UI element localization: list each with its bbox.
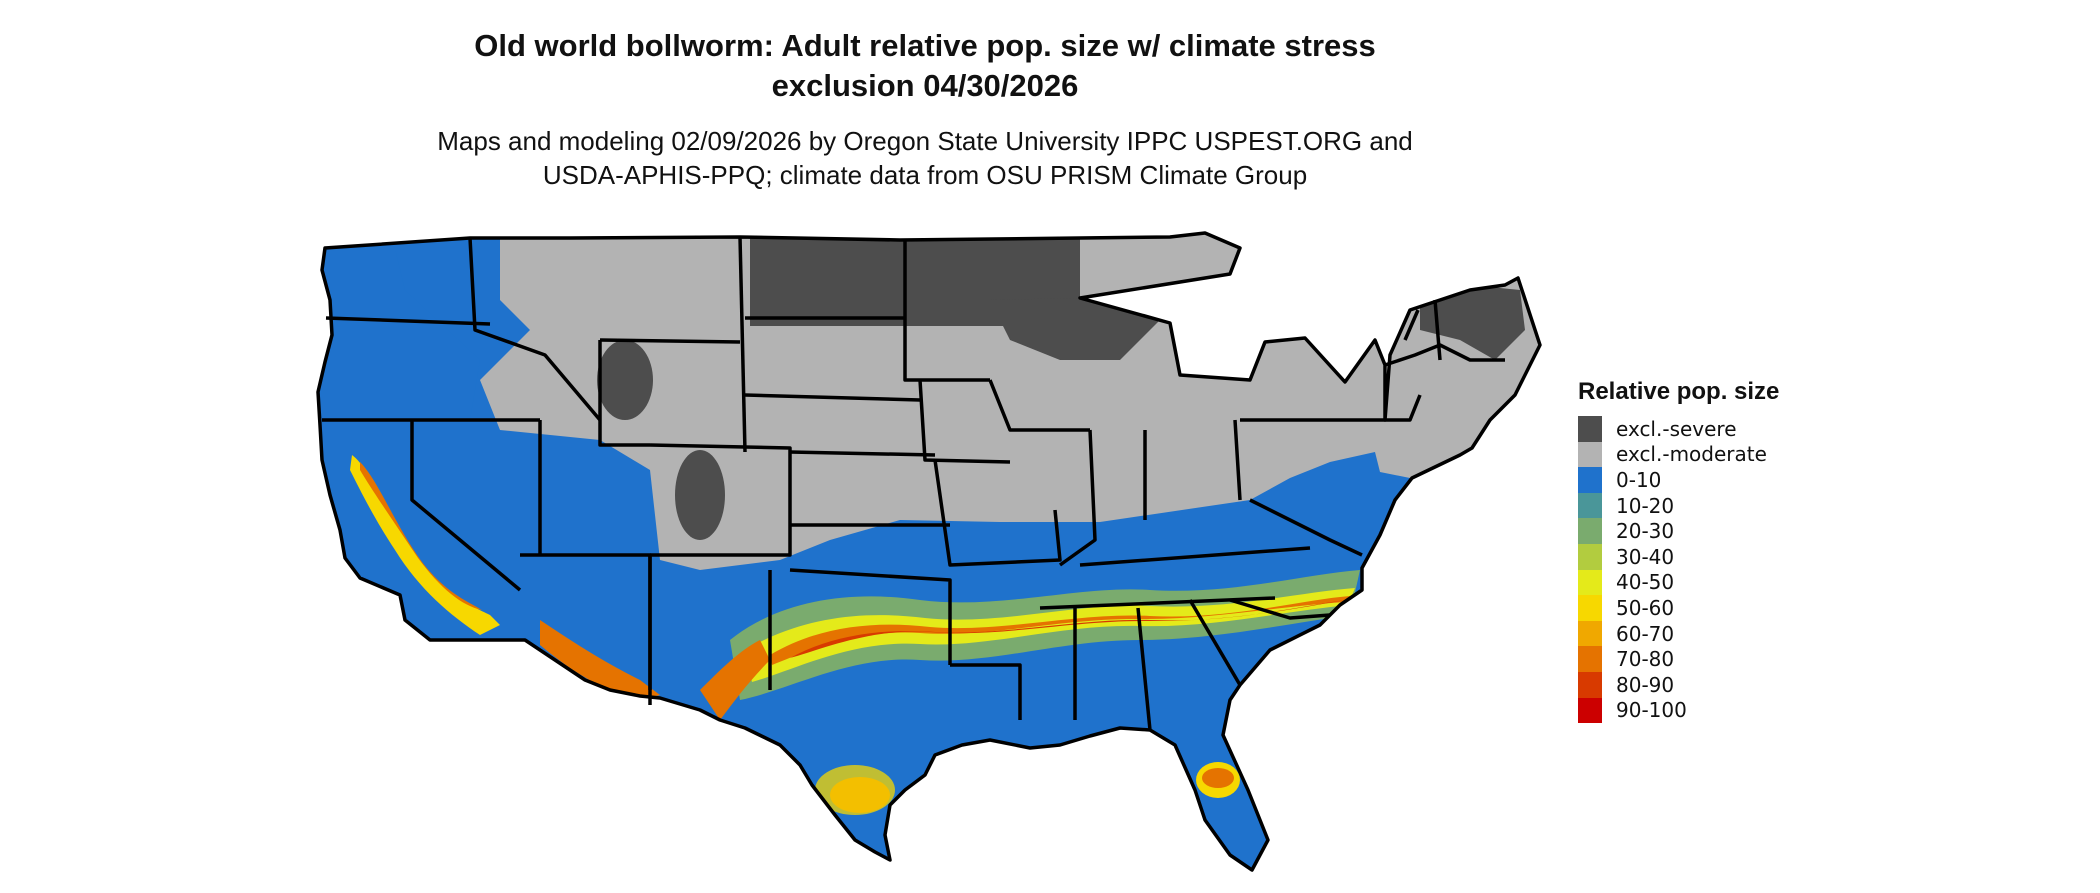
legend-swatch: [1578, 416, 1602, 442]
zone-severe-wyoming: [597, 340, 653, 420]
border-al-ga: [1136, 607, 1152, 731]
border-ne-ks: [789, 450, 936, 457]
band-texas-west: [700, 640, 770, 720]
legend-swatch: [1578, 467, 1602, 493]
legend-label: 30-40: [1616, 544, 1675, 569]
band-florida: [1202, 768, 1234, 788]
map-subtitle: Maps and modeling 02/09/2026 by Oregon S…: [0, 124, 1850, 192]
border-ar-la: [950, 663, 1022, 720]
map-legend: Relative pop. size excl.-severe excl.-mod…: [1578, 378, 1780, 724]
legend-label: 40-50: [1616, 570, 1675, 595]
border-wa-or: [325, 316, 491, 326]
border-ga-sc: [1188, 599, 1242, 686]
legend-item: 10-20: [1578, 492, 1779, 519]
legend-swatch: [1578, 671, 1602, 698]
border-co: [649, 443, 792, 557]
legend-label: excl.-severe: [1616, 416, 1737, 441]
legend-item: 20-30: [1578, 518, 1779, 544]
legend-item: excl.-moderate: [1578, 441, 1779, 468]
legend-swatch: [1578, 697, 1602, 724]
zone-severe-michigan: [990, 298, 1160, 360]
legend-label: 60-70: [1616, 621, 1675, 646]
legend-item: 30-40: [1578, 543, 1779, 570]
legend-swatch: [1578, 620, 1602, 647]
border-vt-nh: [1403, 299, 1442, 361]
us-map: [316, 231, 1542, 872]
legend-label: 50-60: [1616, 595, 1675, 620]
legend-swatch: [1578, 441, 1602, 468]
border-nc-sc: [1229, 598, 1331, 620]
border-ok-tx: [789, 568, 952, 665]
legend-swatch: [1578, 595, 1602, 621]
legend-item: 60-70: [1578, 620, 1779, 647]
legend-item: excl.-severe: [1578, 416, 1779, 442]
border-pa-ny: [1240, 394, 1422, 422]
legend-label: excl.-moderate: [1616, 442, 1767, 467]
border-tn-south: [1039, 596, 1276, 610]
zone-severe-maine: [1420, 285, 1525, 360]
legend-label: 70-80: [1616, 647, 1675, 672]
border-ky-tn: [1079, 546, 1311, 567]
legend-swatch: [1578, 646, 1602, 672]
map-subtitle-line2: USDA-APHIS-PPQ; climate data from OSU PR…: [542, 160, 1308, 190]
border-va: [1249, 498, 1363, 557]
legend-item: 90-100: [1578, 697, 1779, 724]
us-outline: [316, 231, 1542, 872]
legend-label: 10-20: [1616, 493, 1675, 518]
state-borders: [316, 231, 1542, 872]
border-ia: [918, 379, 1011, 464]
legend-label: 0-10: [1616, 467, 1662, 492]
map-subtitle-line1: Maps and modeling 02/09/2026 by Oregon S…: [437, 126, 1413, 156]
legend-item: 40-50: [1578, 569, 1779, 596]
map-title: Old world bollworm: Adult relative pop. …: [0, 26, 1850, 106]
border-dakotas: [738, 236, 747, 453]
band-texas-coast-outer: [815, 765, 895, 815]
border-sd-ne: [744, 393, 921, 402]
band-yellow-south: [745, 588, 1355, 682]
legend-item: 70-80: [1578, 646, 1779, 672]
legend-item: 0-10: [1578, 467, 1779, 493]
band-arizona: [540, 620, 660, 700]
border-id: [468, 237, 602, 422]
border-il-in: [1058, 429, 1097, 567]
legend-label: 80-90: [1616, 672, 1675, 697]
zone-severe-colorado: [675, 450, 725, 540]
border-ca-nv: [410, 420, 522, 592]
band-orange-south: [770, 596, 1350, 665]
border-mt-wy: [599, 338, 741, 344]
legend-item: 50-60: [1578, 595, 1779, 621]
legend-label: 20-30: [1616, 519, 1675, 544]
border-wy-co: [598, 340, 650, 447]
legend-label: 90-100: [1616, 698, 1687, 723]
border-oh-pa: [1233, 419, 1242, 501]
legend-swatch: [1578, 492, 1602, 519]
map-title-line2: exclusion 04/30/2026: [771, 68, 1079, 103]
legend-swatch: [1578, 518, 1602, 544]
legend-title: Relative pop. size: [1578, 378, 1780, 405]
legend-items: excl.-severe excl.-moderate 0-10 10-20 20-30…: [1578, 416, 1779, 724]
legend-item: 80-90: [1578, 671, 1779, 698]
border-wi-il: [988, 379, 1090, 432]
legend-swatch: [1578, 569, 1602, 596]
border-mo: [933, 459, 1062, 567]
border-mn: [903, 240, 990, 382]
legend-swatch: [1578, 543, 1602, 570]
zone-low-pacific-nw: [318, 233, 480, 420]
map-fill-layer: [318, 233, 1540, 870]
map-title-line1: Old world bollworm: Adult relative pop. …: [474, 28, 1376, 63]
